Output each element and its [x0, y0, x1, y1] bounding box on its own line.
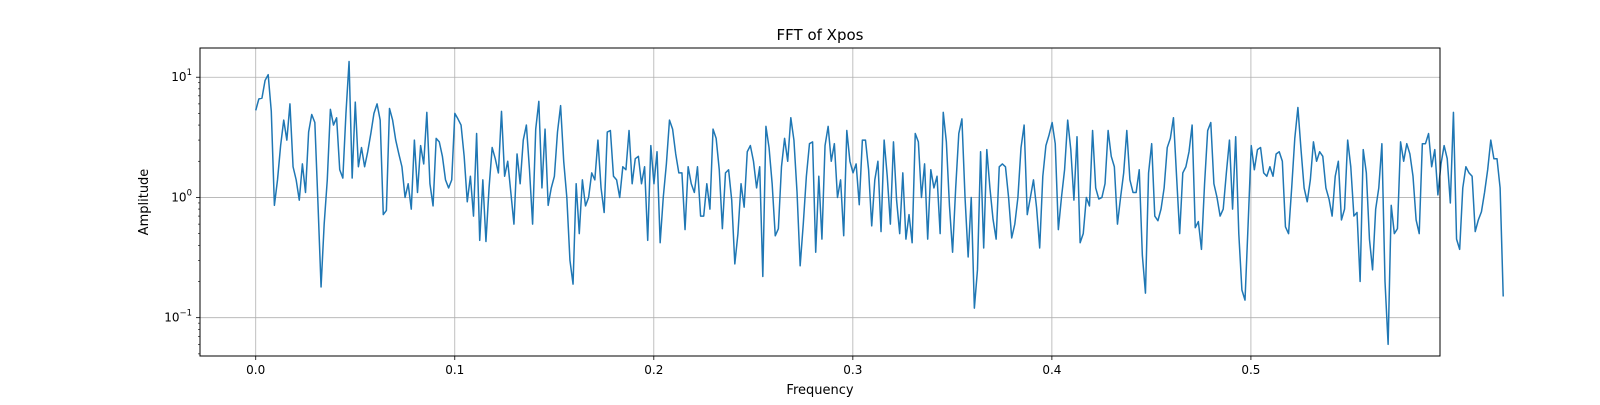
x-tick-label: 0.1 [445, 363, 464, 377]
x-tick-label: 0.3 [843, 363, 862, 377]
axes-frame [199, 47, 1441, 357]
series-line-0 [255, 60, 1504, 346]
ticks: 0.0 0.1 0.2 0.3 0.4 0.5 10−1 100 101 [164, 68, 1260, 377]
series-layer [255, 60, 1504, 346]
x-tick-label: 0.0 [246, 363, 265, 377]
x-tick-label: 0.4 [1042, 363, 1061, 377]
chart-title: FFT of Xpos [777, 26, 864, 44]
x-tick-label: 0.2 [644, 363, 663, 377]
y-tick-label: 100 [171, 188, 192, 204]
x-axis-label: Frequency [786, 383, 853, 398]
y-tick-label: 10−1 [164, 309, 192, 325]
y-axis-label: Amplitude [137, 169, 152, 236]
x-tick-label: 0.5 [1241, 363, 1260, 377]
y-tick-label: 101 [171, 68, 192, 84]
